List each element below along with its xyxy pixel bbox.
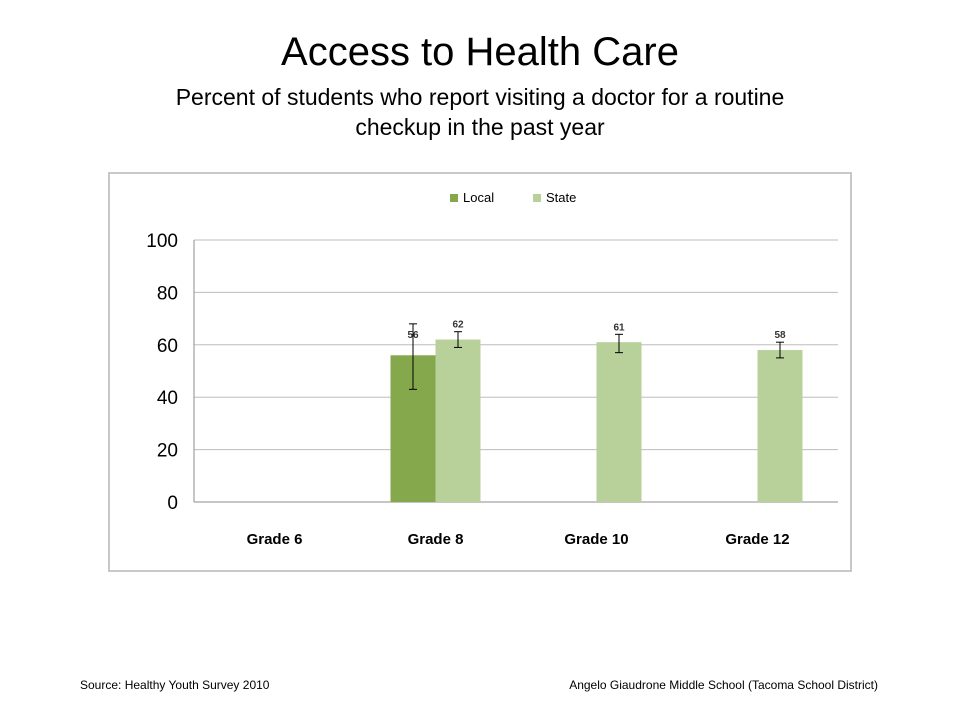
y-tick-label: 60 — [157, 336, 178, 357]
data-label: 61 — [613, 322, 625, 333]
legend-label-state: State — [546, 190, 576, 205]
legend-swatch-state — [533, 194, 541, 202]
page-subtitle: Percent of students who report visiting … — [175, 84, 785, 140]
x-tick-label: Grade 12 — [725, 531, 789, 548]
data-label: 58 — [774, 330, 786, 341]
school-name: Angelo Giaudrone Middle School (Tacoma S… — [569, 678, 878, 692]
data-label: 62 — [452, 320, 464, 331]
source-note: Source: Healthy Youth Survey 2010 — [80, 678, 270, 692]
x-tick-label: Grade 10 — [564, 531, 628, 548]
bar-state — [435, 339, 481, 502]
data-label: 56 — [407, 330, 419, 341]
page-title: Access to Health Care — [281, 30, 679, 74]
legend-swatch-local — [450, 194, 458, 202]
y-tick-label: 20 — [157, 441, 178, 462]
bar-chart: 0 20 40 60 80 100 Grade 6 Grade 8 56 62 Grade 10 61… — [146, 190, 838, 548]
x-tick-label: Grade 6 — [247, 531, 303, 548]
bar-state — [757, 350, 803, 502]
y-tick-label: 0 — [167, 493, 178, 514]
legend-label-local: Local — [463, 190, 494, 205]
y-tick-label: 100 — [146, 231, 178, 252]
x-tick-label: Grade 8 — [408, 531, 464, 548]
bar-state — [596, 342, 642, 502]
chart-frame: 0 20 40 60 80 100 Grade 6 Grade 8 56 62 Grade 10 61… — [108, 172, 852, 572]
y-tick-label: 40 — [157, 388, 178, 409]
y-tick-label: 80 — [157, 283, 178, 304]
